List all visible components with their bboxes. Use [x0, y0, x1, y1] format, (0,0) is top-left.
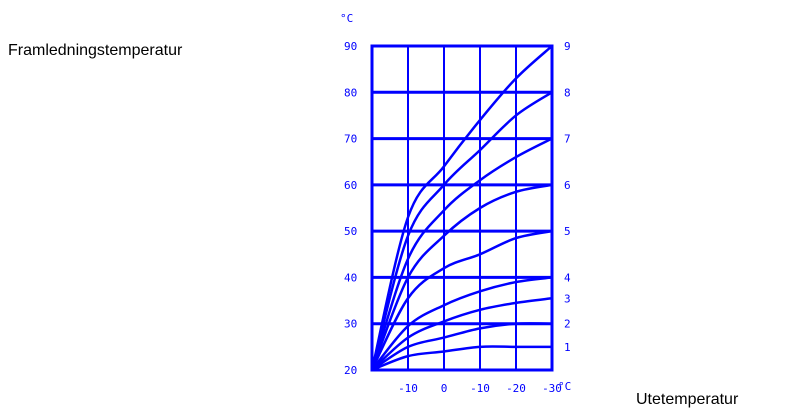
y-axis-title: Framledningstemperatur — [8, 42, 183, 59]
plot-frame — [370, 44, 554, 372]
y-tick-label: 60 — [344, 179, 357, 192]
curve-5 — [370, 229, 553, 371]
grid-layer — [370, 44, 554, 372]
curve-label-5: 5 — [564, 225, 571, 238]
curve-6 — [370, 183, 553, 371]
curve-label-8: 8 — [564, 86, 571, 99]
x-tick-label: -20 — [506, 382, 526, 395]
x-tick-label: -10 — [398, 382, 418, 395]
curve-label-7: 7 — [564, 133, 571, 146]
curve-7 — [370, 137, 553, 371]
curve-3 — [371, 297, 553, 371]
curve-8 — [370, 91, 553, 371]
curve-layer — [370, 45, 553, 372]
curve-label-6: 6 — [564, 179, 571, 192]
curve-9 — [370, 45, 553, 371]
y-tick-label: 80 — [344, 86, 357, 99]
curve-2 — [371, 322, 553, 372]
y-tick-label: 20 — [344, 364, 357, 377]
curve-4 — [371, 276, 553, 371]
curve-label-4: 4 — [564, 271, 571, 284]
x-tick-label: 0 — [441, 382, 448, 395]
curve-label-3: 3 — [564, 292, 571, 305]
y-tick-label: 70 — [344, 133, 357, 146]
x-unit-label: °C — [558, 380, 571, 393]
x-tick-label: -30 — [542, 382, 562, 395]
curve-label-9: 9 — [564, 40, 571, 53]
curve-1 — [371, 345, 552, 372]
x-axis-title: Utetemperatur — [636, 391, 739, 408]
curve-label-1: 1 — [564, 341, 571, 354]
y-tick-label: 50 — [344, 225, 357, 238]
curve-label-2: 2 — [564, 318, 571, 331]
x-tick-label: -10 — [470, 382, 490, 395]
y-tick-label: 30 — [344, 318, 357, 331]
y-tick-label: 90 — [344, 40, 357, 53]
y-unit-label: °C — [340, 12, 353, 25]
y-tick-label: 40 — [344, 271, 357, 284]
